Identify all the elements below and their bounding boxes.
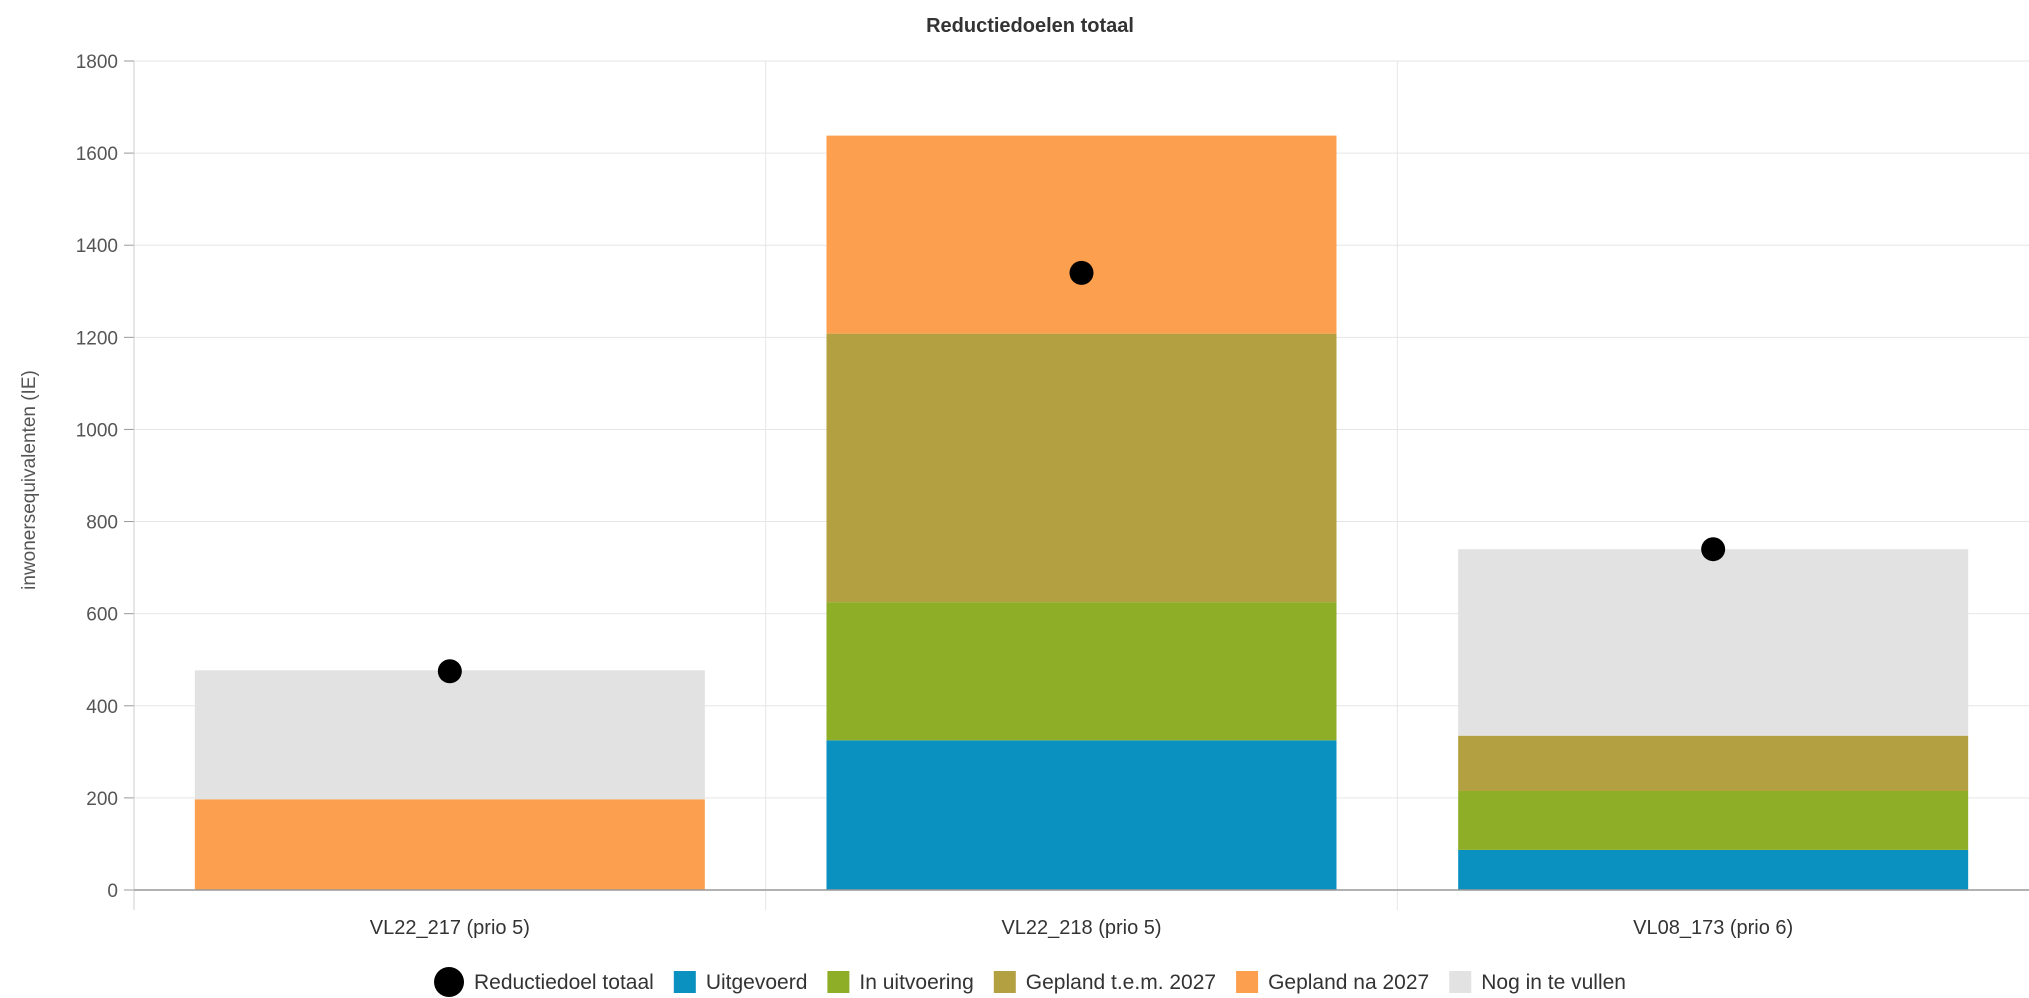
bar-segment — [1458, 735, 1969, 791]
y-tick-label: 1200 — [76, 328, 118, 349]
bar-segment — [1458, 549, 1969, 736]
bar-segment — [194, 799, 705, 890]
y-axis-title: inwonersequivalenten (IE) — [19, 370, 40, 590]
target-marker — [1069, 260, 1094, 285]
bar-segment — [826, 333, 1337, 603]
legend-item: In uitvoering — [827, 971, 974, 994]
legend-label: Nog in te vullen — [1481, 971, 1626, 994]
y-tick-label: 0 — [107, 881, 118, 902]
legend-swatch — [993, 971, 1016, 993]
x-tick-label: VL22_217 (prio 5) — [370, 917, 530, 939]
legend-label: In uitvoering — [859, 971, 973, 994]
legend-item: Nog in te vullen — [1449, 971, 1626, 994]
legend-swatch — [827, 971, 850, 993]
bar-segment — [1458, 790, 1969, 850]
legend-swatch — [673, 971, 696, 993]
x-tick-label: VL08_173 (prio 6) — [1633, 917, 1793, 939]
y-tick-label: 1600 — [76, 144, 118, 165]
bars — [194, 135, 1969, 890]
legend-item: Gepland na 2027 — [1236, 971, 1429, 994]
legend-label: Reductiedoel totaal — [474, 971, 654, 994]
y-tick-label: 1400 — [76, 236, 118, 257]
y-tick-label: 1800 — [76, 52, 118, 73]
y-tick-label: 200 — [86, 789, 118, 810]
bar-segment — [1458, 849, 1969, 890]
x-tick-label: VL22_218 (prio 5) — [1001, 917, 1161, 939]
axes: 0 200 400 600 800 1000 1200 1400 1600 1800 VL22_21… — [76, 52, 2029, 939]
legend-item: Reductiedoel totaal — [434, 967, 654, 997]
legend-swatch — [1449, 971, 1472, 993]
y-tick-label: 800 — [86, 513, 118, 534]
legend-label: Gepland na 2027 — [1268, 971, 1429, 994]
bar-segment — [826, 602, 1337, 741]
legend-label: Gepland t.e.m. 2027 — [1026, 971, 1216, 994]
y-tick-label: 1000 — [76, 420, 118, 441]
legend-item: Gepland t.e.m. 2027 — [993, 971, 1216, 994]
legend-marker-symbol — [434, 967, 465, 997]
target-marker — [1701, 537, 1726, 562]
bar-segment — [194, 670, 705, 800]
y-tick-label: 600 — [86, 605, 118, 626]
target-marker — [437, 659, 462, 684]
chart-title: Reductiedoelen totaal — [926, 15, 1134, 37]
legend-item: Uitgevoerd — [673, 971, 808, 994]
legend-swatch — [1236, 971, 1259, 993]
bar-segment — [826, 740, 1337, 890]
legend: Reductiedoel totaal Uitgevoerd In uitvoeri… — [434, 967, 1626, 997]
bar-segment — [826, 135, 1337, 334]
target-markers — [437, 260, 1726, 684]
y-tick-label: 400 — [86, 697, 118, 718]
legend-label: Uitgevoerd — [706, 971, 808, 994]
